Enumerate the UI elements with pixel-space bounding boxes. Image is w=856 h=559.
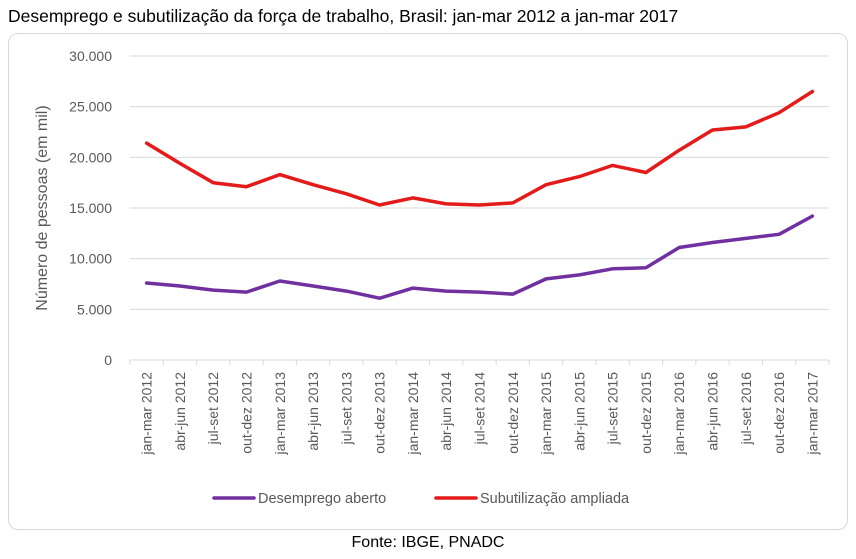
legend-label-1: Desemprego aberto [258,491,386,507]
data-point [145,141,148,145]
data-point [178,162,182,165]
x-tick-label: jan-mar 2013 [272,372,288,456]
data-point [611,267,614,270]
data-point [744,125,747,129]
x-tick-label: out-dez 2016 [771,372,787,454]
data-point [445,289,448,293]
series-line-2 [144,89,815,207]
x-tick-label: jan-mar 2015 [538,372,554,456]
x-tick-label: jul-set 2012 [205,372,221,446]
x-tick-label: abr-jun 2015 [571,372,587,451]
data-point [711,241,714,244]
x-tick-label: jan-mar 2017 [804,372,820,456]
data-point [445,202,448,206]
x-tick-label: jul-set 2015 [605,372,621,446]
data-point [777,233,781,236]
data-point [345,289,348,293]
data-point [511,201,514,205]
x-tick-label: out-dez 2012 [239,372,255,454]
data-point [811,90,814,93]
data-point [678,149,681,152]
y-axis-title: Número de pessoas (em mil) [34,105,51,310]
y-tick-label: 20.000 [69,149,112,165]
data-point [411,196,415,200]
data-point [611,164,614,167]
x-tick-label: out-dez 2014 [505,372,521,454]
data-point [544,183,548,186]
data-point [278,173,281,176]
data-point [145,281,148,285]
x-tick-label: abr-jun 2013 [305,372,321,451]
data-point [777,111,781,114]
data-point [178,284,182,288]
data-point [378,203,381,207]
chart-frame [8,33,848,530]
y-tick-label: 5.000 [77,301,112,317]
data-point [644,171,648,174]
x-tick-label: jul-set 2014 [472,372,488,446]
x-tick-label: out-dez 2013 [372,372,388,454]
x-tick-label: jan-mar 2014 [405,372,421,456]
x-tick-label: out-dez 2015 [638,372,654,454]
data-point [511,292,514,296]
data-point [311,183,315,186]
y-tick-label: 0 [104,352,112,368]
y-tick-label: 15.000 [69,200,112,216]
x-tick-label: jan-mar 2012 [139,372,155,456]
x-tick-label: abr-jun 2014 [438,372,454,451]
data-point [478,290,481,294]
data-point [578,273,581,277]
data-point [378,296,381,300]
x-tick-label: abr-jun 2012 [172,372,188,451]
y-tick-label: 10.000 [69,251,112,267]
data-point [811,214,814,218]
x-tick-label: jul-set 2013 [338,372,354,446]
data-point [245,185,248,188]
x-tick-label: jan-mar 2016 [671,372,687,456]
series-line-1 [144,214,815,300]
data-point [544,277,548,281]
data-point [478,203,481,207]
data-point [578,175,581,178]
data-point [212,288,215,292]
y-tick-label: 30.000 [69,48,112,64]
legend-label-2: Subutilização ampliada [480,491,630,507]
x-tick-label: abr-jun 2016 [705,372,721,451]
data-point [311,284,315,288]
data-point [711,128,714,132]
source-note: Fonte: IBGE, PNADC [351,534,505,551]
data-point [245,290,248,294]
data-point [212,181,215,184]
y-tick-label: 25.000 [69,99,112,115]
chart-title: Desemprego e subutilização da força de t… [8,6,679,26]
data-point [278,279,281,283]
data-point [411,286,415,290]
x-tick-label: jul-set 2016 [738,372,754,446]
data-point [644,266,648,269]
data-point [744,237,747,240]
data-point [345,192,348,196]
data-point [678,246,681,249]
